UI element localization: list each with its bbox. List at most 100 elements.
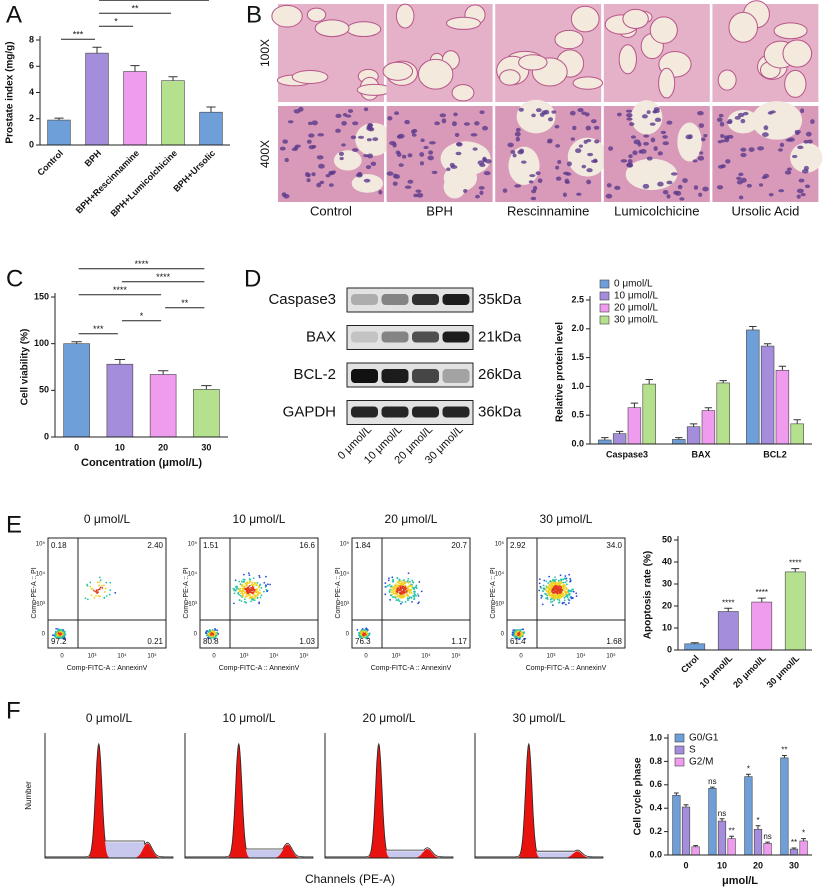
nucleus — [450, 165, 458, 169]
flow-event — [404, 582, 407, 585]
flow-event — [217, 633, 220, 635]
gland-lumen — [658, 67, 676, 99]
flow-event — [98, 588, 101, 590]
gland-lumen — [395, 3, 415, 29]
flow-x-label: Comp-FITC-A :: AnnexinV — [219, 665, 300, 672]
nucleus — [763, 125, 769, 131]
nucleus — [761, 132, 769, 137]
flow-event — [414, 593, 416, 596]
flow-event — [551, 604, 554, 607]
nucleus — [515, 136, 521, 142]
axes — [39, 36, 230, 146]
flow-event — [361, 627, 364, 630]
flow-event — [404, 591, 406, 594]
flow-event — [397, 594, 400, 597]
significance-mark: ** — [181, 298, 189, 308]
blot-band — [442, 331, 470, 343]
flow-event — [559, 583, 561, 586]
flow-event — [539, 585, 542, 588]
flow-event — [549, 580, 551, 583]
nucleus — [718, 113, 724, 118]
flow-y-tick: 10⁵ — [188, 541, 198, 548]
flow-event — [552, 578, 555, 581]
histogram-title: 20 μmol/L — [363, 711, 416, 725]
flow-event — [206, 634, 208, 637]
flow-event — [57, 628, 60, 631]
gland-lumen — [306, 7, 327, 22]
nucleus — [803, 139, 809, 144]
flow-event — [396, 576, 399, 579]
nucleus — [628, 154, 633, 159]
flow-event — [248, 574, 251, 577]
flow-event — [242, 588, 245, 590]
y-tick-label: 1.5 — [571, 352, 584, 362]
bar — [161, 80, 185, 146]
flow-event — [95, 589, 98, 592]
flow-event — [388, 577, 390, 580]
nucleus — [798, 178, 805, 183]
nucleus — [796, 188, 804, 194]
flow-event — [413, 595, 416, 598]
flow-event — [114, 591, 117, 594]
nucleus — [281, 192, 287, 197]
flow-event — [358, 632, 361, 635]
error-bar — [724, 607, 733, 612]
nucleus — [474, 121, 480, 126]
flow-event — [86, 598, 89, 601]
y-axis-label: Cell viability (%) — [20, 329, 31, 406]
flow-event — [214, 631, 217, 634]
nucleus — [702, 186, 709, 192]
flow-event — [240, 580, 243, 583]
flow-x-tick: 10³ — [88, 654, 97, 660]
flow-event — [244, 592, 247, 595]
fit-outline — [474, 742, 604, 859]
flow-event — [410, 592, 413, 595]
flow-event — [390, 594, 393, 597]
flow-event — [95, 594, 97, 597]
error-bar — [746, 773, 751, 777]
quadrant-value: 61.4 — [510, 637, 526, 646]
gland-lumen — [751, 101, 803, 140]
legend-label: G2/M — [689, 757, 713, 768]
flow-event — [240, 592, 242, 595]
axes — [667, 734, 812, 856]
flow-x-tick: 10³ — [392, 654, 401, 660]
significance-mark: ** — [728, 826, 734, 835]
nucleus — [639, 148, 647, 154]
flow-event — [61, 636, 64, 638]
protein-name: BAX — [306, 328, 336, 345]
bar — [672, 439, 686, 445]
nucleus — [306, 173, 311, 178]
nucleus — [742, 111, 749, 116]
flow-event — [103, 597, 106, 599]
fit-outline — [324, 742, 454, 859]
blot-band — [381, 406, 409, 418]
flow-event — [404, 584, 406, 587]
histology-column-label: Control — [310, 203, 352, 218]
flow-event — [408, 591, 411, 594]
flow-title: 0 μmol/L — [84, 512, 131, 526]
nucleus — [716, 185, 724, 190]
flow-event — [565, 579, 568, 582]
flow-event — [63, 634, 66, 637]
nucleus — [779, 142, 785, 148]
flow-event — [402, 582, 404, 584]
g2-peak — [325, 849, 453, 858]
x-tick-label: BPH+Rescinnamine — [74, 148, 141, 215]
nucleus — [653, 146, 658, 151]
nucleus — [428, 141, 436, 145]
quadrant-value: 1.51 — [203, 541, 219, 550]
nucleus — [657, 181, 664, 187]
flow-event — [402, 590, 405, 592]
nucleus — [479, 110, 485, 115]
flow-y-tick: 10³ — [188, 602, 197, 608]
nucleus — [311, 172, 316, 177]
flow-event — [544, 593, 547, 595]
nucleus — [726, 134, 734, 139]
histology-column-label: Ursolic Acid — [731, 203, 799, 218]
error-bar — [719, 380, 727, 383]
nucleus — [479, 163, 486, 167]
flow-event — [265, 575, 267, 578]
flow-event — [253, 594, 256, 597]
g1-peak — [185, 745, 313, 858]
